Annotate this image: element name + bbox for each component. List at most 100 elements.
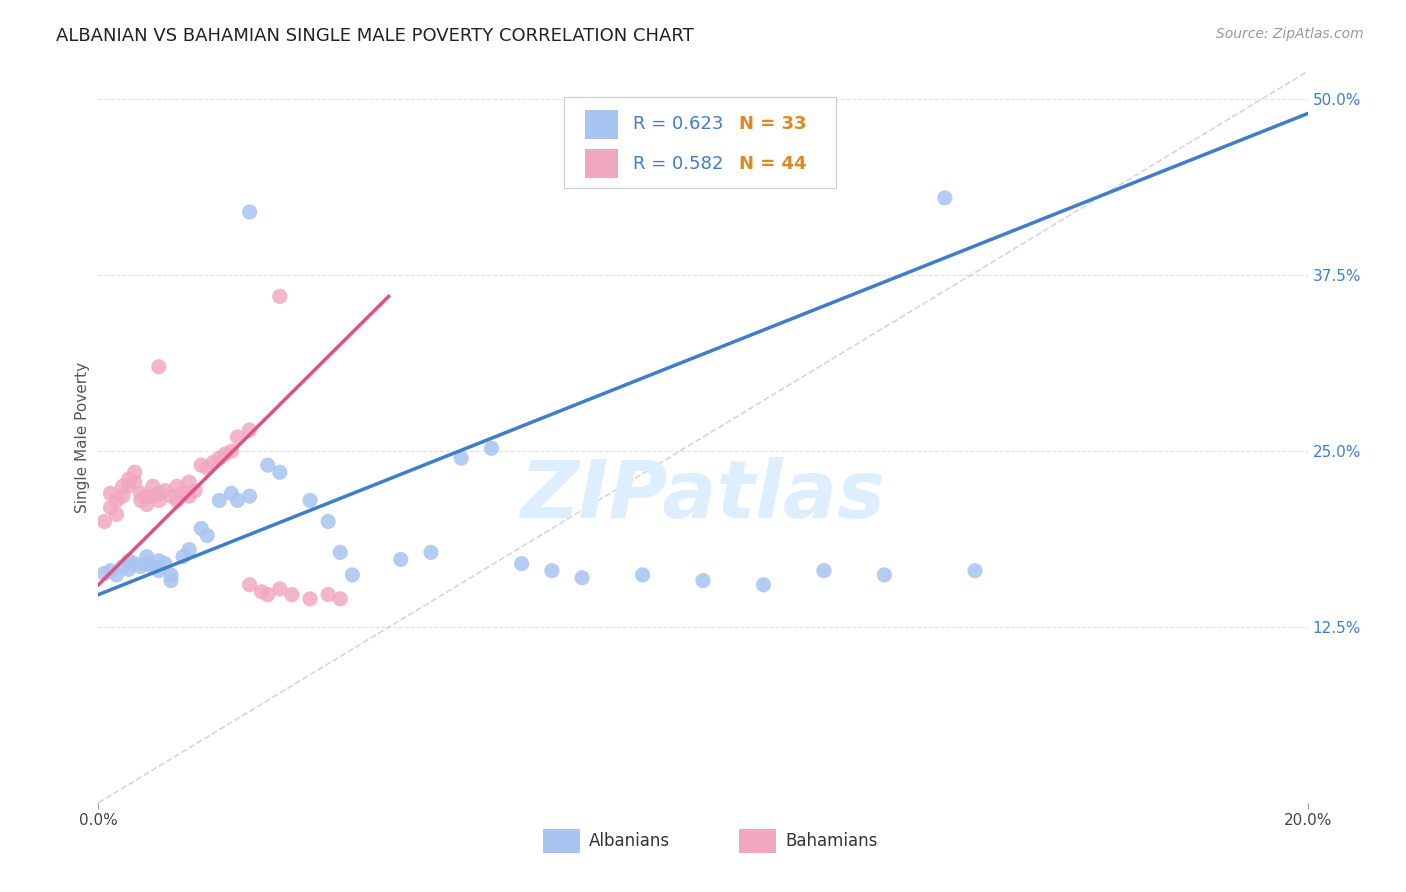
Point bbox=[105, 508, 128, 522]
Point bbox=[256, 458, 278, 473]
Y-axis label: Single Male Poverty: Single Male Poverty bbox=[75, 361, 90, 513]
Point bbox=[239, 423, 262, 437]
Point bbox=[934, 191, 956, 205]
Point bbox=[329, 591, 352, 606]
Point bbox=[179, 542, 201, 557]
Point bbox=[631, 568, 654, 582]
Point bbox=[111, 479, 134, 493]
Point bbox=[118, 562, 141, 576]
Point bbox=[148, 486, 170, 500]
Point bbox=[269, 582, 291, 596]
Point bbox=[153, 483, 176, 498]
FancyBboxPatch shape bbox=[740, 830, 776, 853]
Point bbox=[135, 549, 157, 564]
Point bbox=[160, 489, 183, 503]
Point bbox=[160, 568, 183, 582]
Point bbox=[221, 486, 243, 500]
Point bbox=[124, 475, 146, 489]
Text: Albanians: Albanians bbox=[589, 832, 671, 850]
Point bbox=[540, 564, 562, 578]
Point bbox=[965, 564, 987, 578]
Point bbox=[160, 574, 183, 588]
Point bbox=[299, 493, 322, 508]
Point bbox=[153, 557, 176, 571]
Point bbox=[111, 559, 134, 574]
Point bbox=[239, 578, 262, 592]
Point bbox=[124, 465, 146, 479]
Point bbox=[135, 489, 157, 503]
Point bbox=[100, 486, 122, 500]
Text: R = 0.623: R = 0.623 bbox=[633, 115, 723, 133]
Point bbox=[389, 552, 412, 566]
Point bbox=[450, 451, 472, 466]
Point bbox=[118, 554, 141, 568]
Point bbox=[166, 493, 188, 508]
Point bbox=[93, 515, 115, 529]
Point bbox=[239, 489, 262, 503]
Point bbox=[208, 451, 231, 466]
Point bbox=[179, 475, 201, 489]
Text: R = 0.582: R = 0.582 bbox=[633, 154, 723, 173]
Text: N = 44: N = 44 bbox=[740, 154, 807, 173]
Text: N = 33: N = 33 bbox=[740, 115, 807, 133]
Point bbox=[100, 500, 122, 515]
Point bbox=[208, 493, 231, 508]
Point bbox=[226, 430, 249, 444]
Point bbox=[142, 489, 165, 503]
Point bbox=[316, 515, 339, 529]
FancyBboxPatch shape bbox=[564, 97, 837, 188]
Text: ZIPatlas: ZIPatlas bbox=[520, 457, 886, 534]
Point bbox=[195, 461, 218, 475]
Point bbox=[256, 588, 278, 602]
Point bbox=[184, 483, 207, 498]
Point bbox=[299, 591, 322, 606]
Point bbox=[190, 458, 212, 473]
Point bbox=[226, 493, 249, 508]
Point bbox=[148, 564, 170, 578]
Point bbox=[179, 489, 201, 503]
Point bbox=[752, 578, 775, 592]
Text: Bahamians: Bahamians bbox=[785, 832, 877, 850]
Point bbox=[100, 564, 122, 578]
Point bbox=[142, 479, 165, 493]
Point bbox=[342, 568, 364, 582]
Point bbox=[166, 479, 188, 493]
FancyBboxPatch shape bbox=[585, 149, 619, 178]
Point bbox=[172, 486, 194, 500]
Point bbox=[481, 442, 503, 456]
Point bbox=[510, 557, 533, 571]
Point bbox=[129, 493, 152, 508]
Point bbox=[239, 205, 262, 219]
Point bbox=[135, 498, 157, 512]
Point bbox=[420, 545, 443, 559]
Point bbox=[571, 571, 593, 585]
Point bbox=[172, 549, 194, 564]
Point bbox=[190, 521, 212, 535]
Point bbox=[873, 568, 896, 582]
Point bbox=[202, 455, 225, 469]
Point bbox=[250, 584, 273, 599]
Point bbox=[281, 588, 304, 602]
Point bbox=[111, 489, 134, 503]
Point bbox=[221, 444, 243, 458]
Point bbox=[813, 564, 835, 578]
Point bbox=[269, 465, 291, 479]
Point bbox=[142, 559, 165, 574]
Point bbox=[118, 472, 141, 486]
Point bbox=[148, 359, 170, 374]
Text: ALBANIAN VS BAHAMIAN SINGLE MALE POVERTY CORRELATION CHART: ALBANIAN VS BAHAMIAN SINGLE MALE POVERTY… bbox=[56, 27, 695, 45]
Point bbox=[692, 574, 714, 588]
Point bbox=[135, 557, 157, 571]
Point bbox=[214, 447, 236, 461]
FancyBboxPatch shape bbox=[585, 110, 619, 139]
Point bbox=[105, 568, 128, 582]
Point bbox=[129, 559, 152, 574]
Text: Source: ZipAtlas.com: Source: ZipAtlas.com bbox=[1216, 27, 1364, 41]
Point bbox=[105, 493, 128, 508]
Point bbox=[269, 289, 291, 303]
Point bbox=[316, 588, 339, 602]
Point bbox=[195, 528, 218, 542]
Point bbox=[148, 493, 170, 508]
Point bbox=[329, 545, 352, 559]
Point bbox=[129, 486, 152, 500]
